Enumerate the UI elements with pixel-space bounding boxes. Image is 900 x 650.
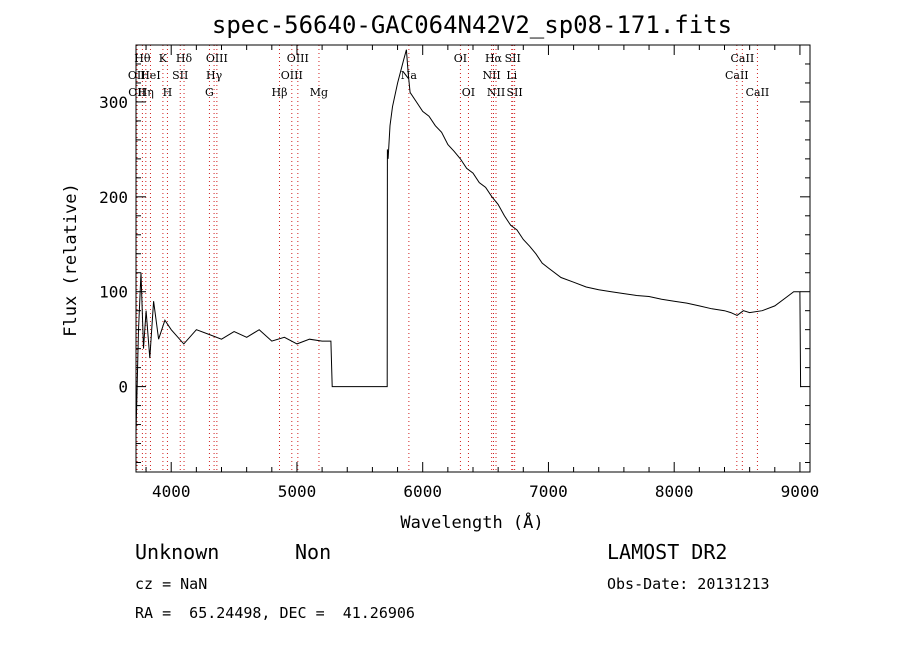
x-tick-label: 5000 (278, 482, 317, 501)
line-marker-label: OII (128, 86, 146, 99)
line-marker-label: OI (454, 52, 467, 65)
y-axis-ticks: 0 100 200 300 (99, 63, 810, 464)
line-marker-label: Mg (310, 86, 328, 99)
ra-dec: RA = 65.24498, DEC = 41.26906 (135, 604, 415, 622)
spectrum-chart: spec-56640-GAC064N42V2_sp08-171.fits OII… (61, 11, 820, 533)
object-class: Unknown (135, 540, 220, 564)
y-tick-label: 300 (99, 93, 128, 112)
line-marker-label: H (163, 86, 173, 99)
y-axis-label: Flux (relative) (61, 183, 81, 337)
line-marker-label: Na (401, 69, 418, 82)
x-tick-label: 4000 (152, 482, 191, 501)
line-marker-label: OIII (287, 52, 309, 65)
redshift-cz: cz = NaN (135, 575, 208, 593)
line-marker-label: CaII (731, 52, 755, 65)
line-marker-label: Li (506, 69, 517, 82)
survey-name: LAMOST DR2 (607, 540, 728, 564)
x-tick-label: 6000 (403, 482, 442, 501)
line-marker-label: HeI (140, 69, 160, 82)
emission-line-labels: OII OII Hθ Hη HeI K H SII Hδ G Hγ OIII Hβ OIII OIII Mg N… (128, 52, 769, 99)
plot-frame (135, 44, 811, 473)
line-marker-label: SII (172, 69, 188, 82)
x-tick-label: 7000 (529, 482, 568, 501)
y-tick-label: 0 (118, 378, 128, 397)
x-axis-label: Wavelength (Å) (400, 511, 543, 533)
line-marker-label: Hα (485, 52, 503, 65)
y-tick-label: 200 (99, 188, 128, 207)
line-marker-label: NII (482, 69, 500, 82)
x-axis-ticks: 4000 5000 6000 7000 8000 9000 (145, 45, 820, 501)
line-marker-label: CaII (725, 69, 749, 82)
line-marker-label: OIII (281, 69, 303, 82)
chart-title: spec-56640-GAC064N42V2_sp08-171.fits (212, 11, 732, 39)
line-marker-label: SII (505, 52, 521, 65)
x-tick-label: 9000 (781, 482, 820, 501)
y-tick-label: 100 (99, 283, 128, 302)
line-marker-label: Hβ (271, 86, 287, 99)
line-marker-label: Hη (138, 86, 154, 99)
spectrum-line (135, 49, 802, 435)
object-subclass: Non (295, 540, 332, 564)
line-marker-label: OIII (206, 52, 228, 65)
line-marker-label: OI (462, 86, 475, 99)
line-marker-label: G (205, 86, 214, 99)
line-marker-label: K (159, 52, 168, 65)
emission-line-markers (136, 45, 758, 472)
line-marker-label: Hθ (134, 52, 151, 65)
line-marker-label: Hδ (176, 52, 193, 65)
line-marker-label: SII (507, 86, 523, 99)
line-marker-label: Hγ (206, 69, 223, 82)
line-marker-label: OII (128, 69, 146, 82)
line-marker-label: NII (487, 86, 505, 99)
x-tick-label: 8000 (655, 482, 694, 501)
obs-date: Obs-Date: 20131213 (607, 575, 770, 593)
line-marker-label: CaII (746, 86, 770, 99)
